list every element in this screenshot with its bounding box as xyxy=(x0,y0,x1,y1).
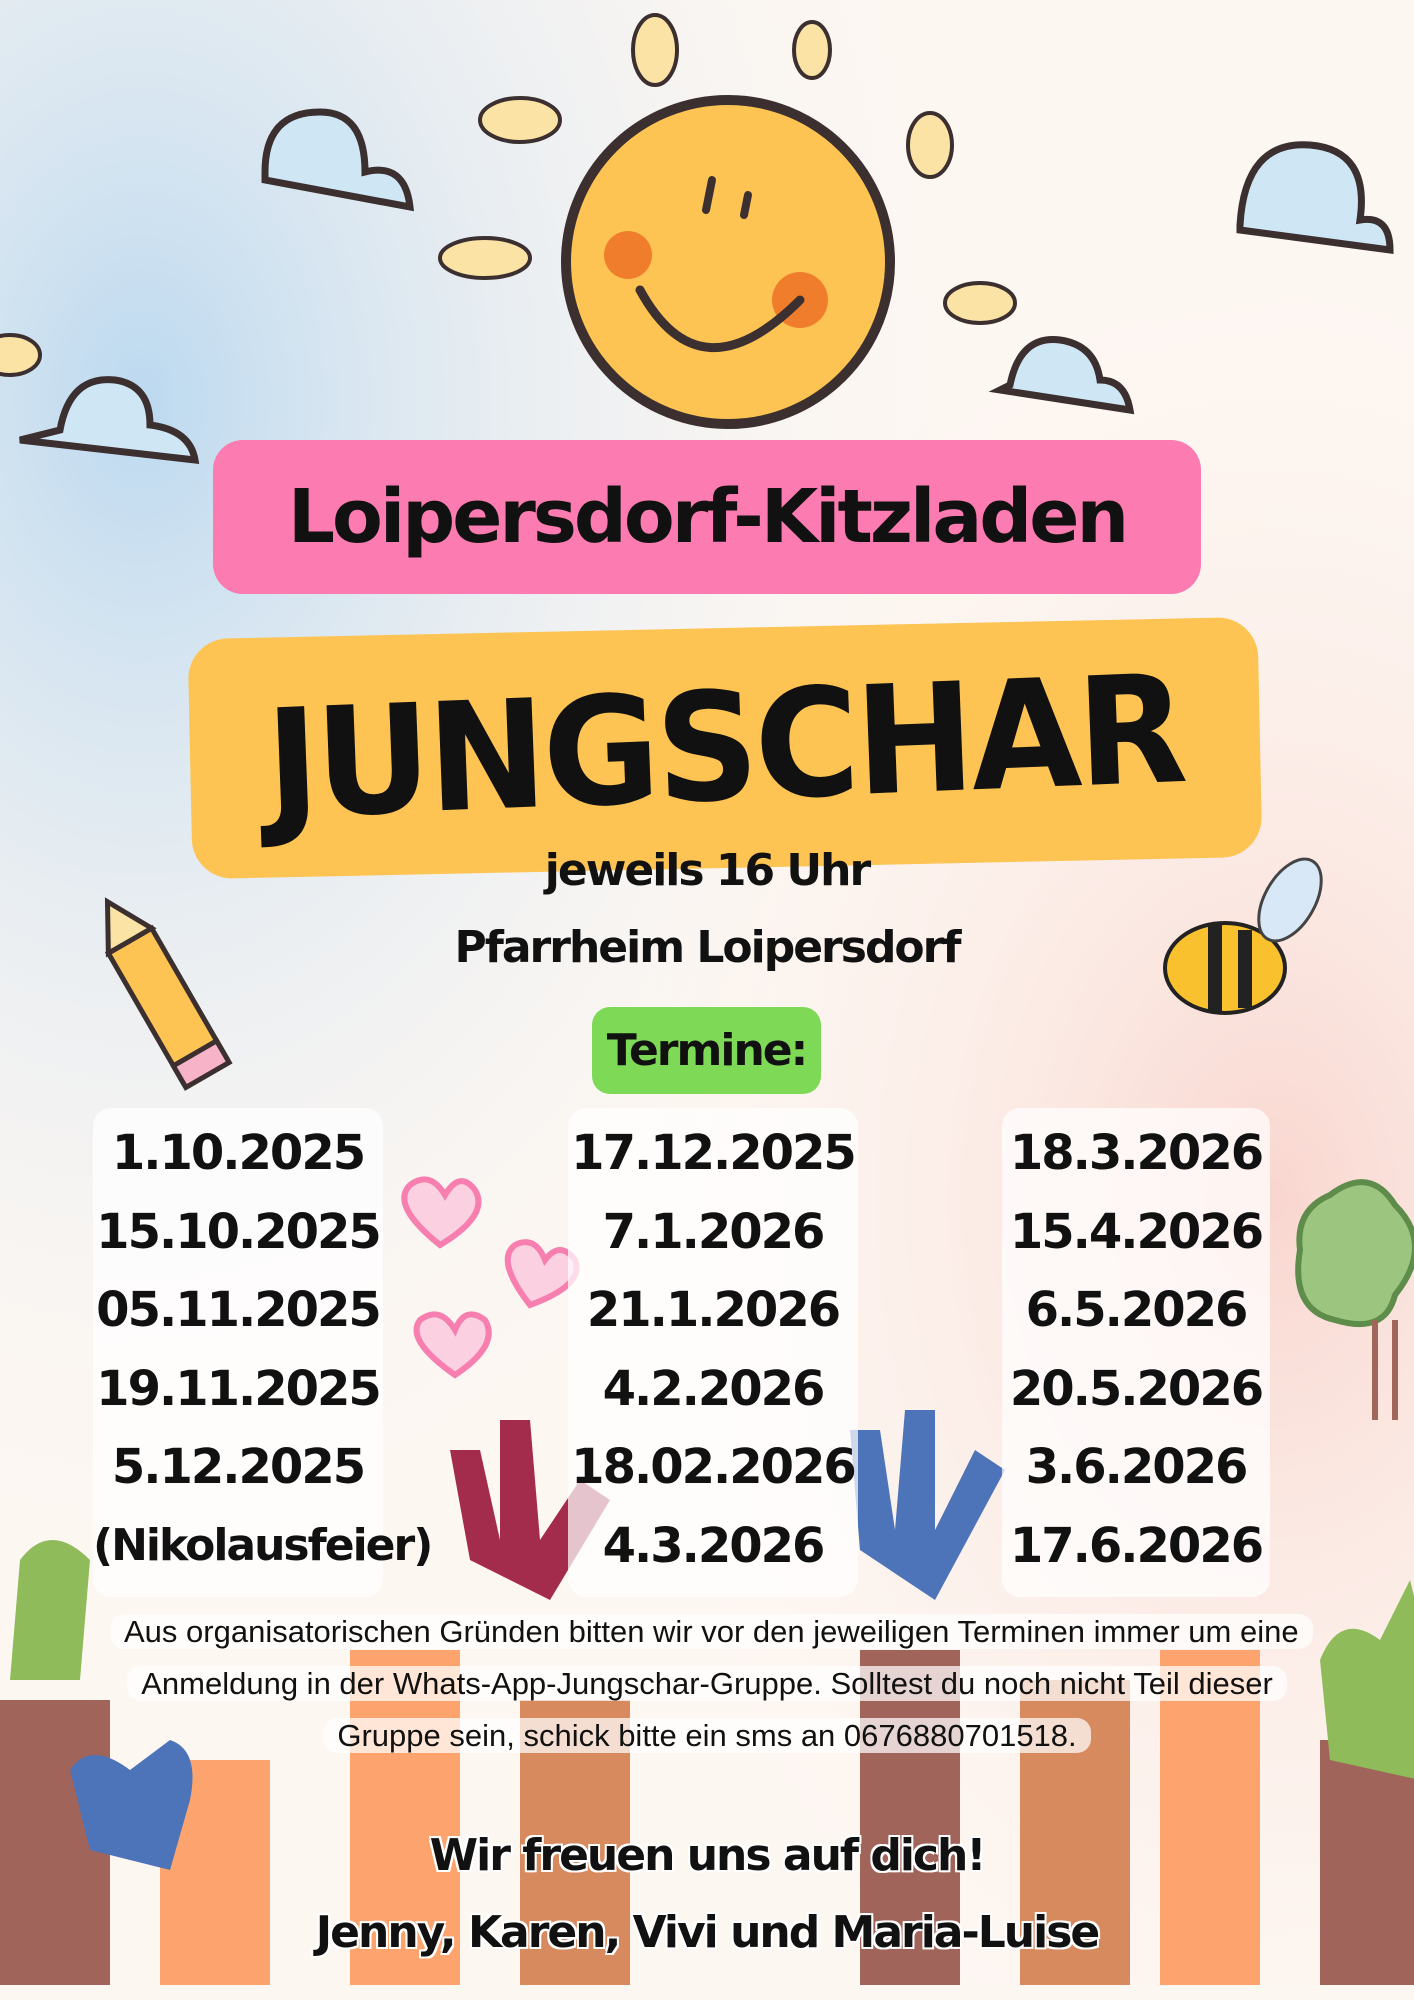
time-info: jeweils 16 Uhr xyxy=(544,845,871,896)
signature: Jenny, Karen, Vivi und Maria-Luise xyxy=(315,1907,1100,1958)
date-item: 1.10.2025 xyxy=(111,1125,366,1181)
date-item: 19.11.2025 xyxy=(96,1360,382,1417)
page-title: JUNGSCHAR xyxy=(263,643,1187,853)
title-banner: JUNGSCHAR xyxy=(187,616,1263,880)
date-item: 3.6.2026 xyxy=(1025,1439,1249,1495)
location-banner: Loipersdorf-Kitzladen xyxy=(213,440,1201,594)
termine-badge: Termine: xyxy=(592,1007,821,1094)
sun-icon xyxy=(0,13,1017,429)
date-item: 17.12.2025 xyxy=(571,1125,857,1181)
date-item: 7.1.2026 xyxy=(602,1203,826,1260)
place-info: Pfarrheim Loipersdorf xyxy=(454,922,961,973)
notice-text: Aus organisatorischen Gründen bitten wir… xyxy=(110,1614,1313,1753)
bee-icon xyxy=(1163,857,1323,1015)
date-item: 17.6.2026 xyxy=(1009,1517,1264,1574)
date-item: 4.2.2026 xyxy=(602,1360,826,1417)
date-item: 18.3.2026 xyxy=(1009,1125,1264,1181)
dates-column-3: 18.3.2026 15.4.2026 6.5.2026 20.5.2026 3… xyxy=(1002,1108,1270,1597)
tree-icon xyxy=(1295,1179,1414,1420)
date-item: 15.10.2025 xyxy=(96,1203,382,1260)
registration-notice: Aus organisatorischen Gründen bitten wir… xyxy=(110,1606,1313,1762)
dates-column-1: 1.10.2025 15.10.2025 05.11.2025 19.11.20… xyxy=(93,1108,433,1597)
dates-column-2: 17.12.2025 7.1.2026 21.1.2026 4.2.2026 1… xyxy=(568,1108,858,1597)
date-item: 5.12.2025 xyxy=(111,1439,366,1495)
closing-greeting: Wir freuen uns auf dich! xyxy=(429,1830,987,1881)
date-item: 6.5.2026 xyxy=(1025,1282,1249,1338)
date-item: 4.3.2026 xyxy=(602,1517,826,1574)
date-item: 05.11.2025 xyxy=(96,1282,382,1338)
date-item: 21.1.2026 xyxy=(586,1282,841,1338)
date-item: 18.02.2026 xyxy=(571,1439,857,1495)
date-item: 15.4.2026 xyxy=(1009,1203,1264,1260)
pencil-icon xyxy=(104,897,233,1091)
date-item: 20.5.2026 xyxy=(1009,1360,1264,1417)
location-title: Loipersdorf-Kitzladen xyxy=(287,474,1129,560)
cloud-icon xyxy=(19,108,1394,465)
painted-hands-illustration xyxy=(0,1410,1414,2000)
date-note: (Nikolausfeier) xyxy=(93,1519,433,1571)
termine-label: Termine: xyxy=(606,1025,808,1076)
